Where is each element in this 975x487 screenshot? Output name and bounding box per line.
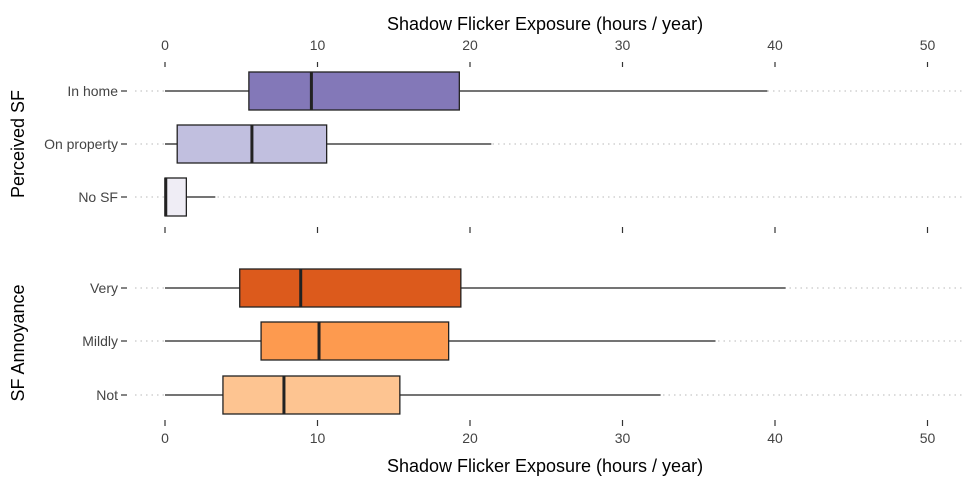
x-axis-title-bottom: Shadow Flicker Exposure (hours / year) xyxy=(387,456,703,476)
bottom-tick-labels: 0 10 20 30 40 50 xyxy=(161,420,935,446)
bottom-tick-label: 40 xyxy=(767,430,783,446)
category-label: In home xyxy=(67,83,118,99)
box xyxy=(239,268,462,308)
top-tick-label: 20 xyxy=(462,37,478,53)
box xyxy=(248,71,460,111)
category-label: Mildly xyxy=(82,333,118,349)
panel-perceived-sf: In home On property No SF xyxy=(44,71,965,217)
top-tick-label: 40 xyxy=(767,37,783,53)
top-tick-labels: 0 10 20 30 40 50 xyxy=(161,37,935,67)
bottom-tick-label: 30 xyxy=(615,430,631,446)
panel-sf-annoyance: Very Mildly Not xyxy=(82,268,965,415)
bottom-tick-label: 50 xyxy=(920,430,936,446)
box xyxy=(222,375,401,415)
top-tick-label: 0 xyxy=(161,37,169,53)
top-tick-label: 10 xyxy=(310,37,326,53)
x-axis-title-top: Shadow Flicker Exposure (hours / year) xyxy=(387,14,703,34)
facet-title-perceived-sf: Perceived SF xyxy=(8,90,28,198)
box xyxy=(164,177,188,217)
bottom-tick-label: 0 xyxy=(161,430,169,446)
category-label: No SF xyxy=(78,189,118,205)
category-label: On property xyxy=(44,136,118,152)
category-label: Very xyxy=(90,280,118,296)
bottom-tick-label: 20 xyxy=(462,430,478,446)
category-label: Not xyxy=(96,387,118,403)
top-tick-label: 50 xyxy=(920,37,936,53)
top-tick-label: 30 xyxy=(615,37,631,53)
facet-title-sf-annoyance: SF Annoyance xyxy=(8,284,28,401)
mid-tick-marks xyxy=(164,227,929,233)
box xyxy=(260,321,450,361)
bottom-tick-label: 10 xyxy=(310,430,326,446)
